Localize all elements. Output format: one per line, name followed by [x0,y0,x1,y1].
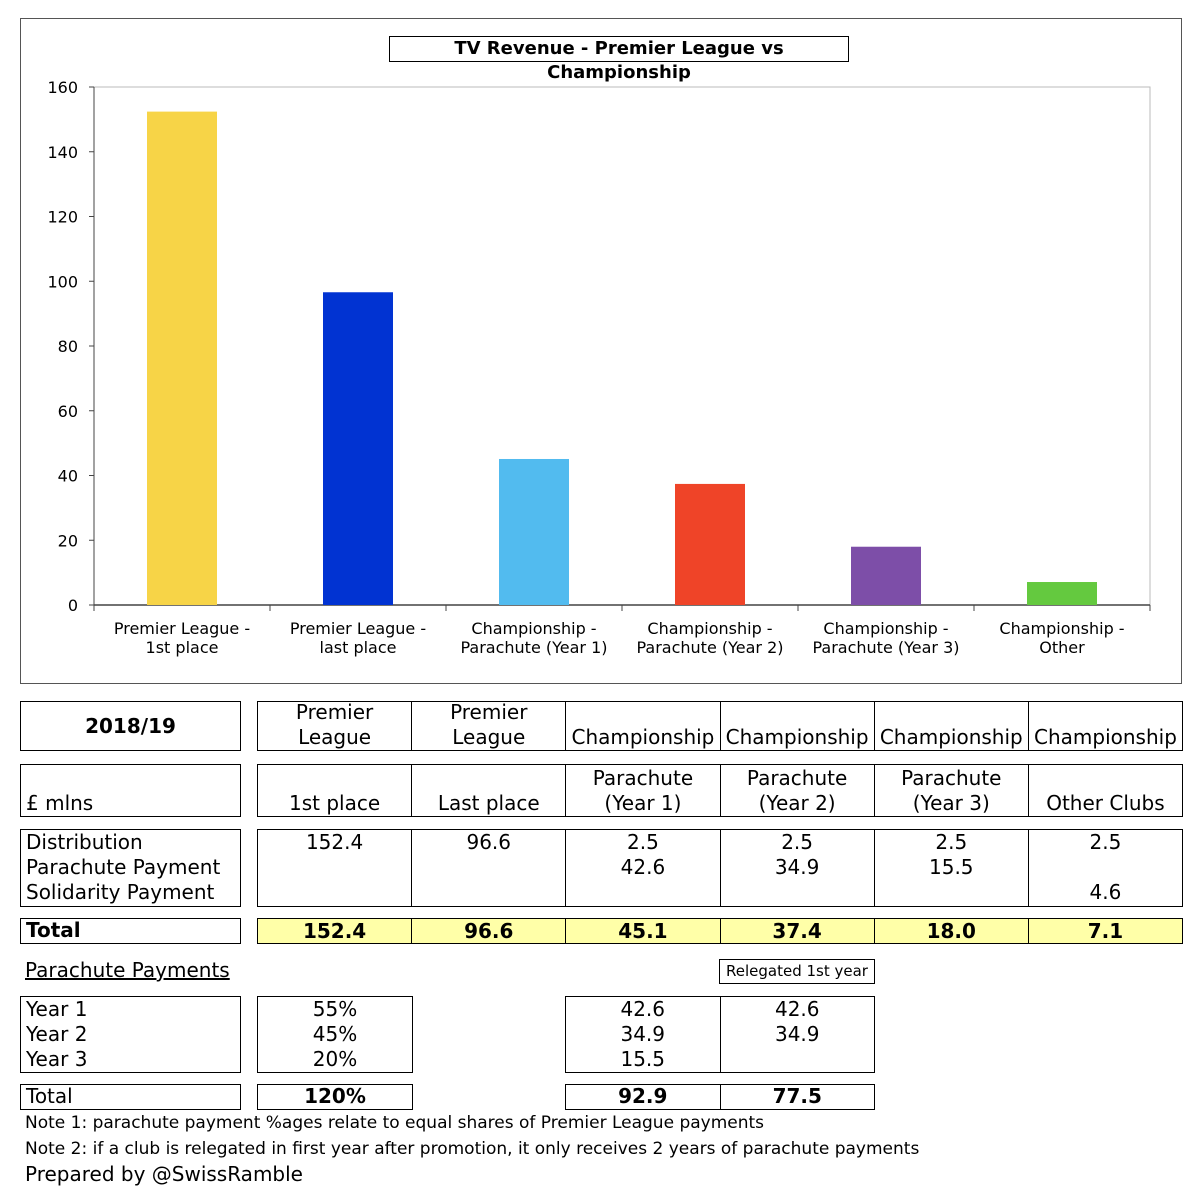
data-cell-column: 2.5 15.5 [875,830,1029,906]
parachute-total-normal: 92.9 [566,1085,721,1109]
y-tick-label: 140 [47,143,78,162]
x-category-label: last place [320,638,397,657]
y-tick-label: 100 [47,272,78,291]
x-category-label: 1st place [146,638,219,657]
column-subheader: Other Clubs [1046,791,1165,815]
bar [323,292,393,605]
parachute-total-label-box: Total [20,1084,241,1110]
parachute-pcts-box: 55% 45% 20% [257,996,413,1073]
x-category-label: Parachute (Year 1) [460,638,607,657]
column-subheader: 1st place [258,765,413,816]
parachute-normal-value: 15.5 [620,1047,666,1071]
y-tick-label: 0 [68,596,78,615]
parachute-relegated-value: 42.6 [774,997,820,1021]
y-tick-label: 160 [47,78,78,97]
bar [1027,582,1097,605]
row-label: Solidarity Payment [26,880,215,904]
note-2: Note 2: if a club is relegated in first … [25,1139,920,1159]
x-category-label: Premier League - [114,619,250,638]
x-category-label: Parachute (Year 3) [812,638,959,657]
parachute-heading: Parachute Payments [25,958,230,982]
parachute-pct: 20% [312,1047,358,1071]
parachute-total-label: Total [26,1084,73,1108]
x-category-label: Championship - [999,619,1124,638]
column-subheader: Parachute (Year 2) [721,765,875,816]
plot-area [93,86,1151,606]
x-category-label: Championship - [647,619,772,638]
y-tick-label: 120 [47,208,78,227]
column-header: Championship [566,702,721,750]
data-cell-column: 2.5 34.9 [721,830,875,906]
parachute-relegated-column: 42.6 34.9 [721,997,875,1072]
note-1: Note 1: parachute payment %ages relate t… [25,1113,765,1133]
unit-label: £ mlns [26,791,94,815]
credit: Prepared by @SwissRamble [25,1162,303,1186]
unit-box: £ mlns [20,764,241,817]
row-label: Distribution [26,830,143,854]
total-cell: 152.4 [258,919,413,943]
y-tick-label: 40 [58,467,78,486]
x-category-label: Other [1039,638,1085,657]
bar [851,546,921,605]
bar [147,111,217,605]
column-header: Championship [875,702,1029,750]
relegated-label: Relegated 1st year [719,959,875,984]
data-cell-column: 2.5 42.6 [566,830,721,906]
parachute-normal-value: 42.6 [620,997,666,1021]
total-cell: 18.0 [875,919,1029,943]
column-subheader: Parachute (Year 3) [875,765,1029,816]
season-label: 2018/19 [85,714,176,738]
totals-box: 152.4 96.6 45.1 37.4 18.0 7.1 [257,918,1183,944]
total-cell: 37.4 [721,919,875,943]
y-tick-label: 20 [58,531,78,550]
row-label: Parachute Payment [26,855,221,879]
parachute-pct: 55% [312,997,358,1021]
x-category-label: Premier League - [290,619,426,638]
total-label-box: Total [20,918,241,944]
total-cell: 96.6 [412,919,567,943]
y-tick-label: 80 [58,337,78,356]
parachute-total-pct-box: 120% [257,1084,413,1110]
parachute-values-box: 42.6 34.9 15.5 42.6 34.9 [565,996,875,1073]
column-header: Championship [1034,725,1177,749]
bar [499,458,569,605]
parachute-year-label: Year 3 [26,1047,88,1071]
column-header: Premier League [258,700,413,750]
y-tick-label: 60 [58,402,78,421]
parachute-relegated-value [721,1047,875,1072]
bar [675,483,745,605]
row-labels-box: Distribution Parachute Payment Solidarity … [20,829,241,907]
parachute-pct: 45% [312,1022,358,1046]
x-category-label: Championship - [823,619,948,638]
total-cell: 7.1 [1087,918,1124,943]
x-category-label: Championship - [471,619,596,638]
season-box: 2018/19 [20,701,241,751]
column-top-headers: Premier League Premier League Championship Ch… [257,700,1183,751]
parachute-total-pct: 120% [304,1084,366,1108]
data-values-box: 152.4 96.6 2.5 42.6 2.5 34.9 2.5 15.5 2.5 4.6 [257,829,1183,907]
total-label: Total [26,918,81,942]
data-cell-column: 152.4 [258,830,413,906]
total-cell: 45.1 [566,919,721,943]
x-category-label: Parachute (Year 2) [636,638,783,657]
parachute-relegated-value: 34.9 [774,1022,820,1046]
data-cell-column: 96.6 [412,830,567,906]
parachute-year-label: Year 1 [26,997,88,1021]
column-subheader: Last place [412,765,567,816]
parachute-years-box: Year 1 Year 2 Year 3 [20,996,241,1073]
column-sub-headers: 1st place Last place Parachute (Year 1) Para… [257,764,1183,817]
parachute-total-values-box: 92.9 77.5 [565,1084,875,1110]
parachute-total-relegated: 77.5 [772,1084,822,1108]
parachute-normal-column: 42.6 34.9 15.5 [566,997,721,1072]
column-header: Championship [721,702,875,750]
column-subheader: Parachute (Year 1) [566,765,721,816]
data-cell-column: 2.5 4.6 [1089,830,1122,904]
parachute-normal-value: 34.9 [620,1022,666,1046]
column-header: Premier League [412,700,567,750]
parachute-year-label: Year 2 [26,1022,88,1046]
chart-title: TV Revenue - Premier League vs Champions… [389,36,849,83]
